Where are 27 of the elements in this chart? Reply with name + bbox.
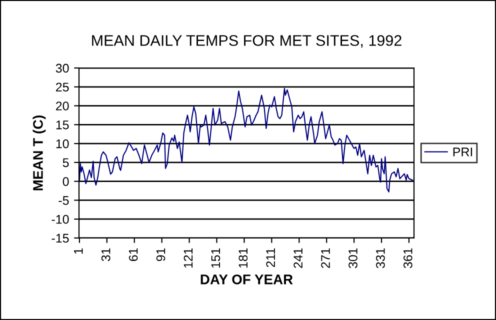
y-tick-label: 5	[62, 158, 69, 168]
legend-label: PRI	[453, 148, 472, 156]
x-tick-label: 301	[348, 248, 358, 268]
y-tick-label: 20	[56, 102, 69, 110]
x-tick-label: 181	[238, 248, 248, 268]
y-tick-label: 0	[62, 177, 69, 186]
chart-title: MEAN DAILY TEMPS FOR MET SITES, 1992	[92, 35, 402, 48]
y-tick-label: -10	[52, 214, 69, 224]
x-tick-label: 331	[376, 248, 385, 268]
x-tick-label: 211	[266, 248, 275, 268]
x-axis-title: DAY OF YEAR	[200, 274, 293, 284]
x-tick-label: 91	[156, 248, 166, 262]
x-tick-label: 151	[211, 248, 220, 268]
y-tick-label: 25	[56, 82, 69, 92]
x-tick-label: 1	[74, 248, 83, 254]
y-tick-label: -15	[52, 234, 69, 243]
y-tick-label: -5	[58, 196, 69, 205]
x-tick-label: 241	[294, 248, 302, 268]
y-tick-label: 10	[56, 139, 69, 148]
y-axis-title: MEAN T (C)	[32, 116, 46, 190]
x-tick-label: 61	[128, 248, 138, 261]
y-tick-label: 30	[56, 64, 69, 73]
x-tick-label: 121	[184, 248, 193, 268]
x-tick-label: 31	[101, 248, 110, 262]
x-tick-label: 361	[403, 248, 412, 268]
x-tick-label: 271	[321, 248, 330, 268]
y-tick-label: 15	[56, 120, 69, 130]
